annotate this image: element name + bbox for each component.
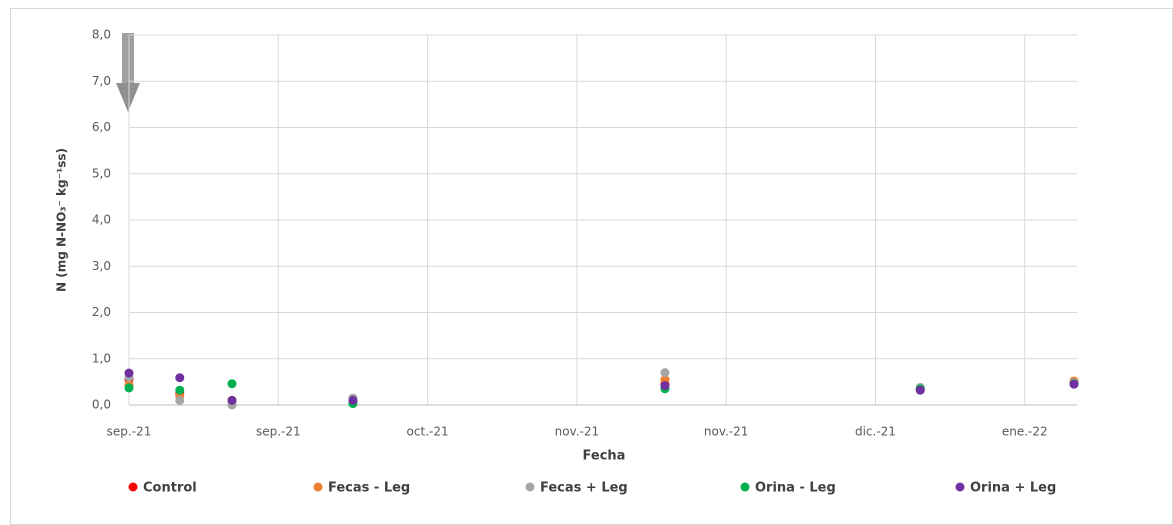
x-tick-label: dic.-21 xyxy=(855,425,896,439)
legend-marker xyxy=(313,482,323,492)
x-tick-label: ene.-22 xyxy=(1002,425,1048,439)
x-axis-label: Fecha xyxy=(583,449,626,464)
x-tick-label: sep.-21 xyxy=(107,425,152,439)
x-tick-label: sep.-21 xyxy=(256,425,301,439)
point xyxy=(660,381,670,391)
y-tick-label: 4,0 xyxy=(92,213,111,227)
legend-label: Orina + Leg xyxy=(970,481,1056,496)
point xyxy=(175,373,185,383)
point xyxy=(915,385,925,395)
legend-marker xyxy=(128,482,138,492)
legend-label: Orina - Leg xyxy=(755,481,836,496)
point xyxy=(175,385,185,395)
legend-marker xyxy=(525,482,535,492)
point xyxy=(124,383,134,393)
point xyxy=(1069,379,1079,389)
legend-label: Control xyxy=(143,481,197,496)
point xyxy=(660,368,670,378)
y-tick-label: 2,0 xyxy=(92,305,111,319)
point xyxy=(124,368,134,378)
point xyxy=(348,395,358,405)
y-axis-label: N (mg N-NO₃⁻ kg⁻¹ss) xyxy=(55,148,69,292)
point xyxy=(227,379,237,389)
legend-marker xyxy=(740,482,750,492)
y-tick-label: 3,0 xyxy=(92,259,111,273)
legend-label: Fecas - Leg xyxy=(328,481,410,496)
legend-label: Fecas + Leg xyxy=(540,481,628,496)
y-tick-label: 6,0 xyxy=(92,120,111,134)
y-tick-label: 7,0 xyxy=(92,74,111,88)
y-tick-label: 8,0 xyxy=(92,28,111,42)
y-tick-label: 0,0 xyxy=(92,398,111,412)
legend-marker xyxy=(955,482,965,492)
y-tick-label: 1,0 xyxy=(92,351,111,365)
x-tick-label: nov.-21 xyxy=(555,425,600,439)
point xyxy=(227,395,237,405)
y-tick-label: 5,0 xyxy=(92,166,111,180)
point xyxy=(175,395,185,405)
x-tick-label: nov.-21 xyxy=(704,425,749,439)
decor-arrow xyxy=(116,33,140,112)
x-tick-label: oct.-21 xyxy=(407,425,449,439)
